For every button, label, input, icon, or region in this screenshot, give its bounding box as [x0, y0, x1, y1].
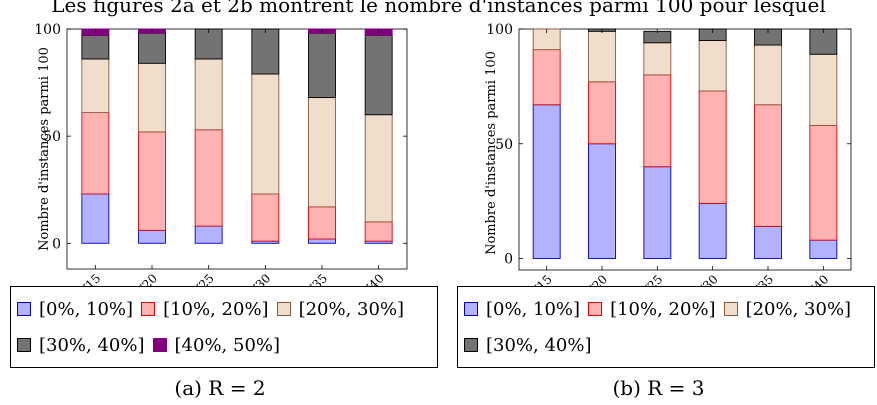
chart-legend-b: [0%, 10%] [10%, 20%] [20%, 30%] [30%, 40%]: [457, 286, 875, 368]
y-tick-label: 50: [43, 129, 61, 145]
legend-row: [0%, 10%] [10%, 20%] [20%, 30%]: [17, 291, 431, 327]
legend-item: [10%, 20%]: [588, 299, 716, 320]
y-tick-label: 0: [52, 236, 61, 252]
legend-label: [10%, 20%]: [163, 298, 269, 320]
legend-swatch: [141, 302, 156, 316]
chart-legend-a: [0%, 10%] [10%, 20%] [20%, 30%] [30%, 40%][…: [10, 286, 438, 368]
legend-row: [30%, 40%] [40%, 50%]: [17, 327, 431, 363]
legend-row: [0%, 10%] [10%, 20%] [20%, 30%]: [464, 291, 868, 327]
legend-item: [20%, 30%]: [723, 298, 852, 320]
legend-label: [10%, 20%]: [610, 298, 716, 320]
legend-swatch: [17, 302, 31, 316]
legend-item: [30%, 40%]: [464, 335, 592, 356]
plot-frame: [66, 28, 408, 270]
legend-item: [0%, 10%]: [17, 299, 133, 320]
legend-item: [30%, 40%]: [17, 335, 145, 356]
legend-label: [30%, 40%]: [486, 334, 592, 356]
bar-segment: [809, 28, 838, 55]
legend-item: [40%, 50%]: [152, 334, 281, 356]
y-axis-label: Nombre d'instances parmi 100: [484, 51, 499, 255]
bar-segment: [588, 81, 616, 145]
bar-segment: [698, 202, 727, 259]
bar-segment: [698, 40, 727, 92]
legend-label: [20%, 30%]: [745, 298, 852, 320]
legend-label: [40%, 50%]: [174, 334, 281, 356]
bar-segment: [251, 73, 280, 195]
legend-item: [10%, 20%]: [141, 299, 269, 320]
legend-item: [20%, 30%]: [276, 298, 405, 320]
bar-segment: [588, 30, 616, 83]
bar-segment: [194, 58, 223, 131]
y-tick-label: 0: [504, 252, 513, 268]
bar-segment: [251, 28, 280, 75]
bar-segment: [138, 62, 166, 133]
legend-swatch: [17, 338, 31, 352]
legend-swatch: [464, 302, 478, 316]
bar-segment: [81, 193, 110, 244]
bar-segment: [364, 114, 393, 223]
plot-frame: [518, 28, 852, 271]
y-axis-label: Nombre d'instances parmi 100: [37, 47, 52, 251]
bar-segment: [643, 30, 672, 44]
legend-item: [0%, 10%]: [464, 299, 580, 320]
y-tick-label: 50: [495, 137, 513, 153]
bar-segment: [809, 124, 838, 241]
bar-segment: [308, 32, 336, 99]
legend-swatch: [152, 338, 167, 352]
bar-segment: [364, 221, 393, 242]
legend-swatch: [588, 302, 603, 316]
legend-label: [0%, 10%]: [39, 298, 134, 320]
figure-caption-b: (b) R = 3: [612, 376, 705, 400]
bar-segment: [588, 143, 616, 259]
legend-swatch: [276, 302, 291, 316]
bar-segment: [194, 129, 223, 227]
legend-label: [0%, 10%]: [486, 298, 581, 320]
header-text: Les figures 2a et 2b montrent le nombre …: [51, 0, 826, 17]
bar-segment: [194, 225, 223, 244]
bar-segment: [308, 238, 336, 244]
bar-segment: [809, 239, 838, 259]
legend-swatch: [464, 338, 478, 352]
bar-segment: [308, 97, 336, 208]
bar-segment: [138, 32, 166, 64]
bar-segment: [194, 28, 223, 60]
legend-swatch: [723, 302, 738, 316]
y-tick-label: 100: [34, 22, 61, 38]
bar-segment: [81, 34, 110, 60]
y-tick-label: 100: [486, 22, 513, 38]
bar-segment: [754, 225, 782, 259]
legend-row: [30%, 40%]: [464, 327, 868, 363]
legend-label: [30%, 40%]: [39, 334, 145, 356]
bar-segment: [754, 104, 782, 227]
bar-segment: [138, 131, 166, 231]
figure-caption-a: (a) R = 2: [174, 376, 266, 400]
bar-segment: [754, 44, 782, 106]
bar-segment: [643, 42, 672, 76]
bar-segment: [81, 58, 110, 114]
figure-panel-a: 0 50 100 Nombre d'instances parmi 100 V15 V20…: [10, 22, 438, 400]
bar-segment: [643, 74, 672, 168]
bar-segment: [809, 53, 838, 126]
bar-segment: [364, 34, 393, 116]
bar-segment: [532, 104, 561, 259]
bar-segment: [138, 229, 166, 244]
bar-segment: [532, 49, 561, 106]
bar-segment: [81, 112, 110, 195]
bar-segment: [251, 193, 280, 242]
legend-label: [20%, 30%]: [298, 298, 405, 320]
bar-segment: [698, 90, 727, 204]
bar-segment: [308, 206, 336, 240]
bar-segment: [643, 166, 672, 259]
